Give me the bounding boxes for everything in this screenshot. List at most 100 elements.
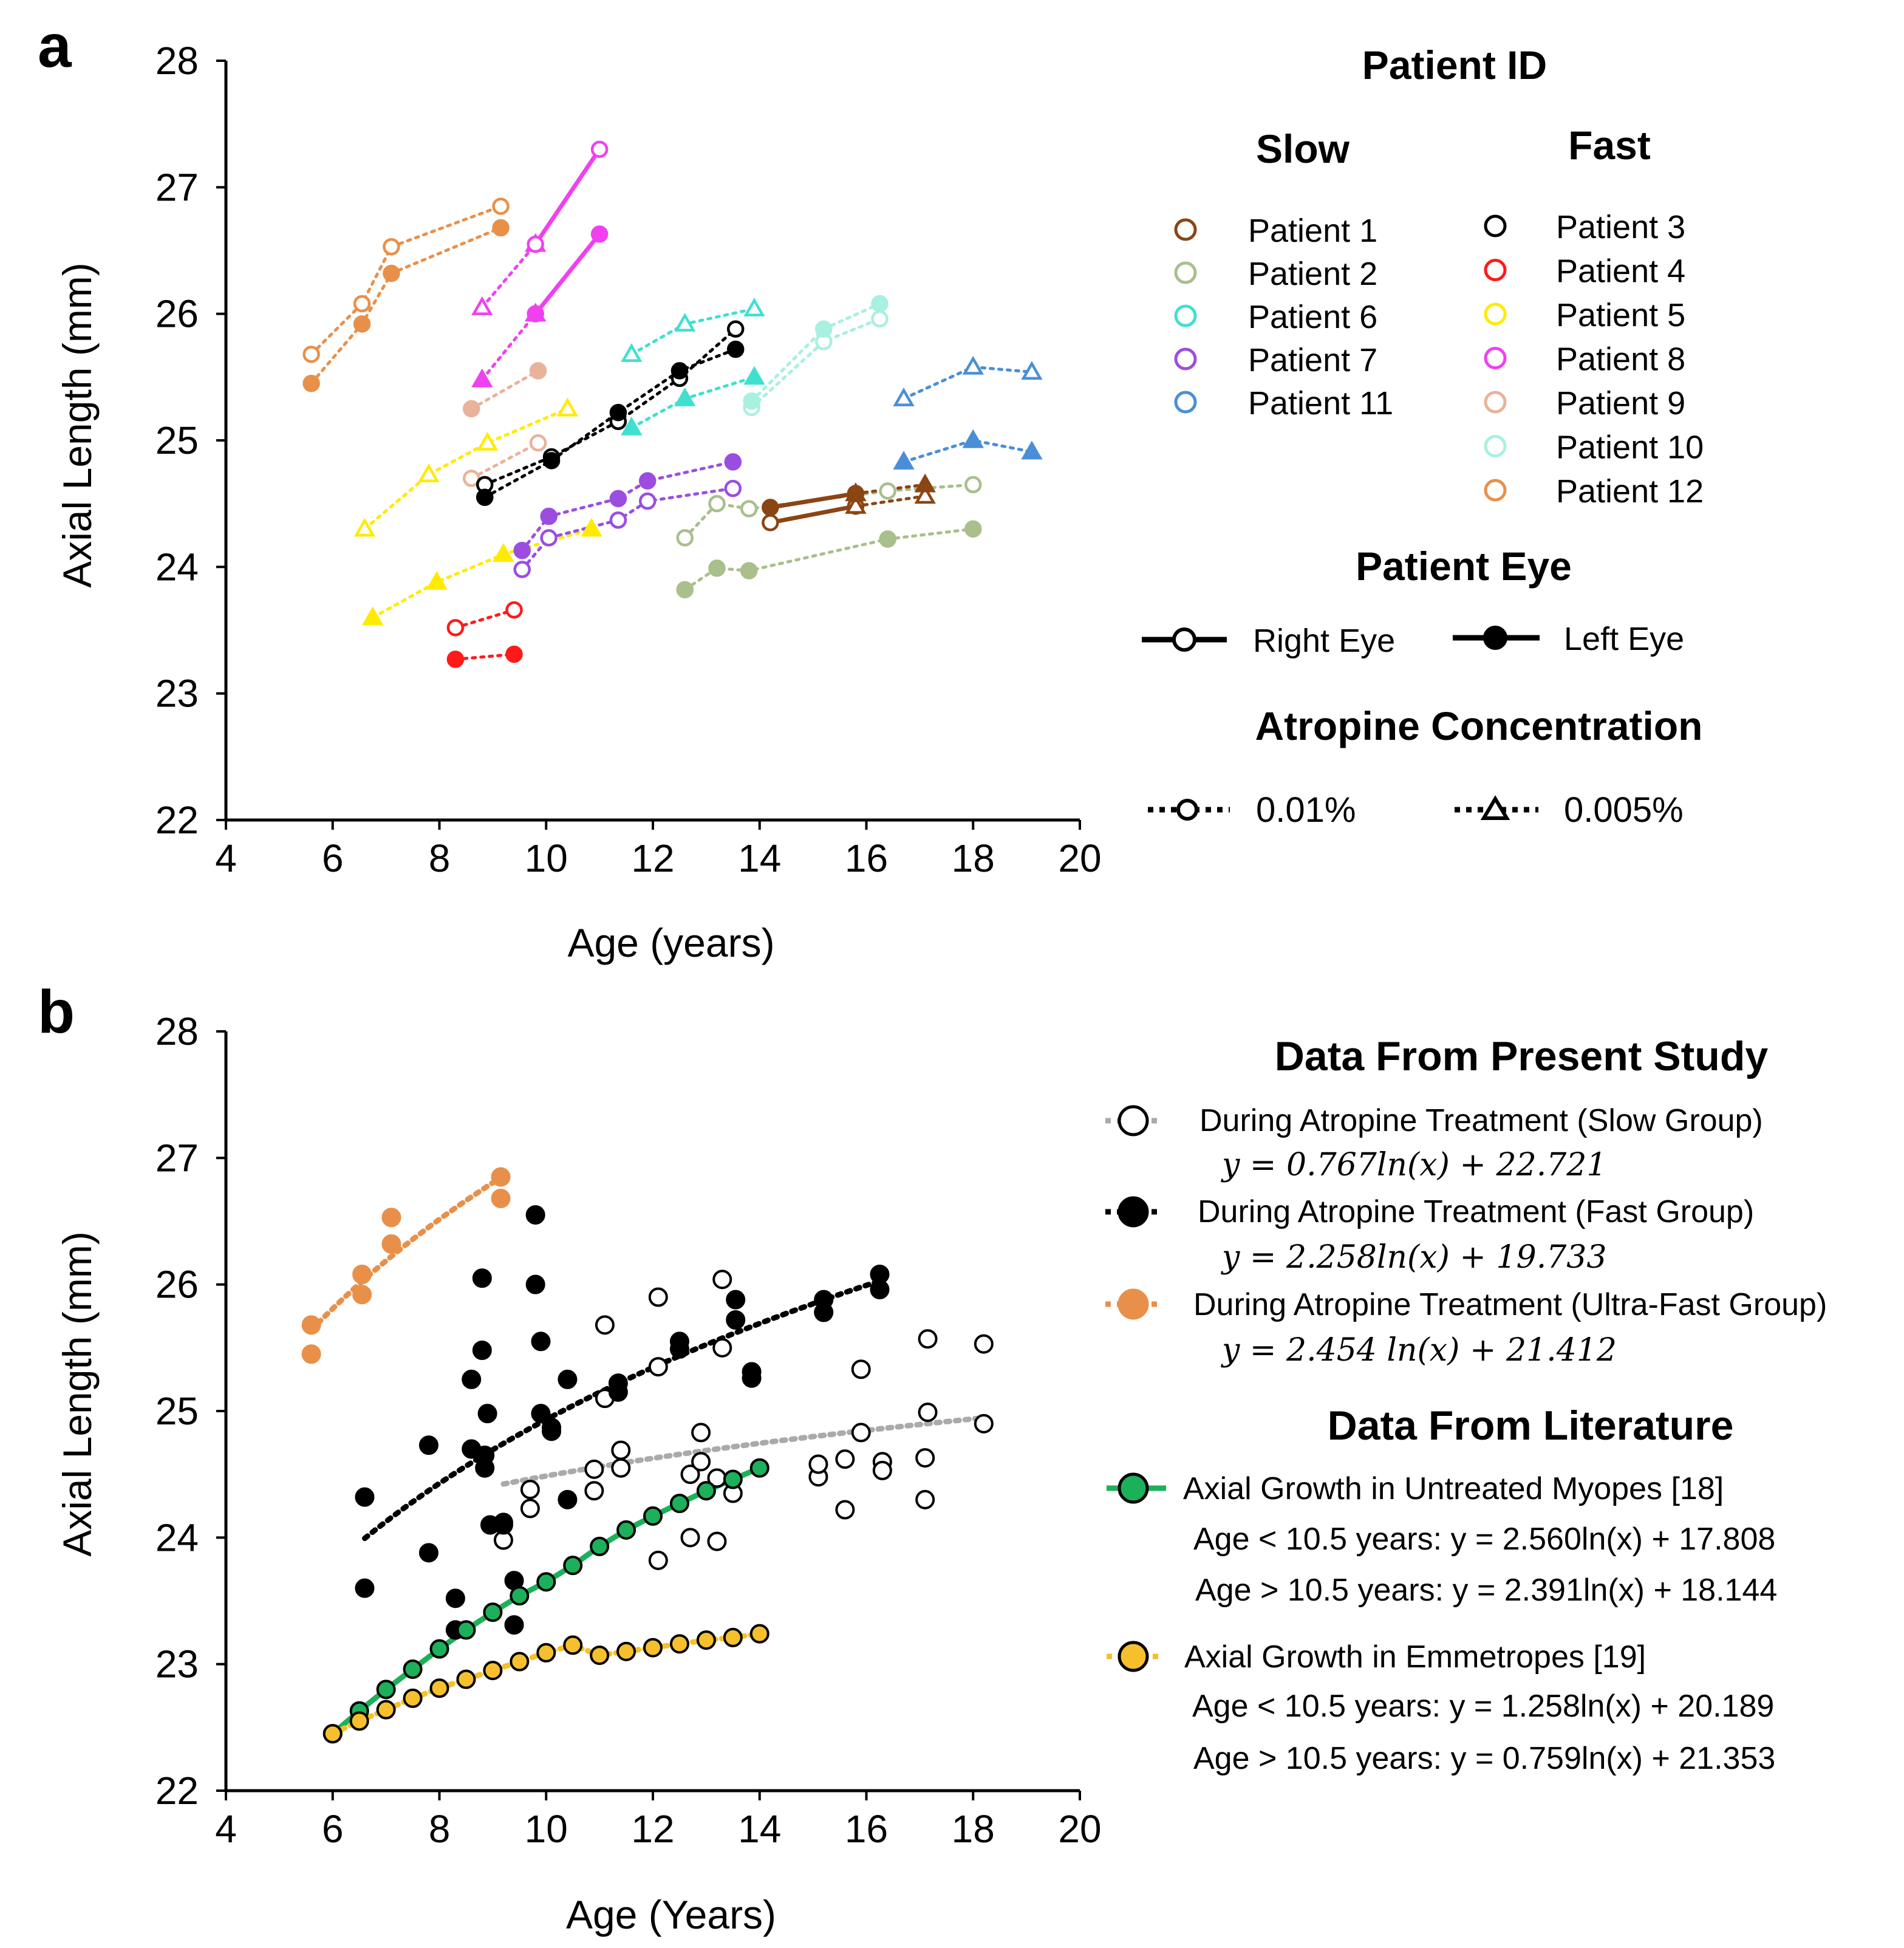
data-point-patient-9-right <box>462 470 480 487</box>
data-point-patient-3-left <box>542 452 561 470</box>
legend-conc-0005-label: 0.005% <box>1564 790 1684 830</box>
panel-a-x-tick-label: 16 <box>845 836 888 880</box>
data-point-patient-12-left <box>302 375 320 392</box>
data-point-patient-7-right <box>724 479 742 497</box>
series-line-patient-8-right <box>533 148 602 246</box>
data-point-patient-4-right <box>505 601 523 619</box>
series-line-patient-8-right <box>480 242 537 309</box>
legend-label-patient-12: Patient 12 <box>1556 473 1704 510</box>
data-point-axial-growth-in-emmetropes-19 <box>349 1711 369 1731</box>
panel-a-y-tick-label: 28 <box>155 39 199 83</box>
panel-a-y-tick-label: 22 <box>155 798 199 842</box>
series-line-patient-4-left <box>454 652 516 661</box>
data-point-during-atropine-treatment-slow-group <box>691 1423 711 1443</box>
data-point-patient-1-left <box>762 499 779 516</box>
data-point-patient-12-right <box>353 295 371 313</box>
data-point-patient-2-right <box>964 476 982 494</box>
legend-label-patient-9: Patient 9 <box>1556 385 1685 422</box>
data-point-during-atropine-treatment-slow-group <box>584 1459 604 1479</box>
data-point-patient-5-right <box>353 518 376 537</box>
legend-marker-patient-8 <box>1484 347 1507 369</box>
data-point-axial-growth-in-emmetropes-19 <box>536 1642 556 1663</box>
legend-label-patient-3: Patient 3 <box>1556 209 1685 245</box>
panel-b: b 4 6 8 10 12 14 16 18 20 22 23 24 25 26 27 28 Age (Yea… <box>38 978 1827 1937</box>
data-point-during-atropine-treatment-slow-group <box>918 1403 938 1423</box>
data-point-during-atropine-treatment-ultra-fast-group <box>491 1189 511 1208</box>
data-point-during-atropine-treatment-slow-group <box>915 1448 935 1468</box>
panel-a-y-tick-label: 26 <box>155 292 199 336</box>
legend-emm-label: Axial Growth in Emmetropes [19] <box>1184 1639 1646 1675</box>
legend-left-eye-marker <box>1483 626 1507 650</box>
data-point-patient-12-left <box>492 219 510 237</box>
data-point-patient-3-right <box>726 320 745 338</box>
legend-label-patient-6: Patient 6 <box>1248 299 1377 335</box>
data-point-patient-6-right <box>743 297 765 316</box>
data-point-patient-1-right <box>762 514 779 531</box>
legend-myopes-marker <box>1117 1472 1149 1504</box>
data-point-patient-8-left <box>590 225 609 243</box>
panel-a-x-tick-label: 4 <box>215 836 237 880</box>
fit-line-ultra_fit <box>309 1175 504 1333</box>
legend-marker-patient-2 <box>1174 261 1197 284</box>
data-point-axial-growth-in-emmetropes-19 <box>749 1624 769 1644</box>
panel-b-axes: 4 6 8 10 12 14 16 18 20 22 23 24 25 26 27 28 <box>155 1010 1102 1851</box>
data-point-axial-growth-in-emmetropes-19 <box>322 1724 343 1744</box>
data-point-patient-12-right <box>383 238 400 256</box>
data-point-patient-10-left <box>743 392 760 410</box>
panel-b-x-tick-label: 12 <box>631 1807 674 1851</box>
series-line-patient-4-right <box>454 608 516 629</box>
legend-marker-patient-12 <box>1484 479 1507 502</box>
data-point-during-atropine-treatment-ultra-fast-group <box>352 1285 372 1305</box>
data-point-during-atropine-treatment-slow-group <box>611 1458 631 1478</box>
data-point-patient-8-left <box>471 368 493 388</box>
data-point-during-atropine-treatment-fast-group <box>462 1369 482 1389</box>
data-point-axial-growth-in-untreated-myopes-18 <box>643 1506 663 1526</box>
data-point-patient-7-right <box>609 511 627 529</box>
legend-marker-patient-4 <box>1484 259 1507 281</box>
data-point-during-atropine-treatment-slow-group <box>611 1440 631 1460</box>
panel-b-y-tick-label: 24 <box>155 1516 199 1559</box>
data-point-during-atropine-treatment-fast-group <box>814 1290 834 1310</box>
panel-b-ylabel: Axial Length (mm) <box>55 1231 100 1557</box>
data-point-patient-6-left <box>743 366 765 385</box>
fit-line-fast_fit <box>362 1277 885 1542</box>
data-point-during-atropine-treatment-fast-group <box>726 1310 746 1330</box>
data-point-patient-7-right <box>638 492 657 510</box>
panel-b-plot <box>301 1167 994 1744</box>
legend-conc-0005-marker <box>1480 795 1510 820</box>
legend-emm-gt-equation: y = 0.759ln(x) + 21.353 <box>1451 1741 1776 1776</box>
data-point-patient-5-left <box>493 543 514 562</box>
data-point-patient-1-right <box>914 485 936 504</box>
data-point-patient-5-right <box>476 431 499 451</box>
data-point-axial-growth-in-untreated-myopes-18 <box>510 1586 530 1606</box>
panel-a-x-tick-label: 14 <box>738 836 781 880</box>
data-point-patient-3-left <box>670 362 689 380</box>
data-point-patient-4-right <box>446 619 465 637</box>
series-line-patient-12-left <box>310 226 503 385</box>
data-point-patient-5-right <box>556 397 579 417</box>
data-point-during-atropine-treatment-fast-group <box>525 1274 545 1294</box>
data-point-patient-5-left <box>426 570 448 590</box>
data-point-patient-12-right <box>302 346 320 363</box>
legend-fast-equation: y = 2.258ln(x) + 19.733 <box>1221 1239 1606 1276</box>
data-point-axial-growth-in-emmetropes-19 <box>643 1638 663 1658</box>
data-point-during-atropine-treatment-fast-group <box>472 1341 492 1360</box>
data-point-patient-2-left <box>879 530 896 548</box>
panel-a-x-tick-label: 18 <box>952 836 995 880</box>
legend-marker-patient-3 <box>1484 214 1507 238</box>
data-point-during-atropine-treatment-fast-group <box>542 1421 562 1441</box>
legend-right-eye-marker <box>1172 627 1196 652</box>
legend-myopes-gt-equation: y = 2.391ln(x) + 18.144 <box>1453 1573 1778 1608</box>
data-point-axial-growth-in-untreated-myopes-18 <box>590 1536 610 1556</box>
data-point-patient-10-left <box>871 295 889 313</box>
legend-fast-marker <box>1117 1196 1149 1228</box>
legend-right-eye-label: Right Eye <box>1253 623 1395 659</box>
legend-conc-title: Atropine Concentration <box>1255 703 1703 748</box>
panel-b-y-tick-label: 23 <box>155 1642 199 1686</box>
data-point-patient-7-right <box>513 561 531 578</box>
data-point-during-atropine-treatment-slow-group <box>595 1315 615 1335</box>
legend-fast-label: During Atropine Treatment (Fast Group) <box>1198 1194 1754 1229</box>
legend-fast-list: Patient 3 Patient 4 Patient 5 Patient 8 Pati… <box>1484 209 1704 510</box>
legend-marker-patient-6 <box>1174 304 1197 327</box>
